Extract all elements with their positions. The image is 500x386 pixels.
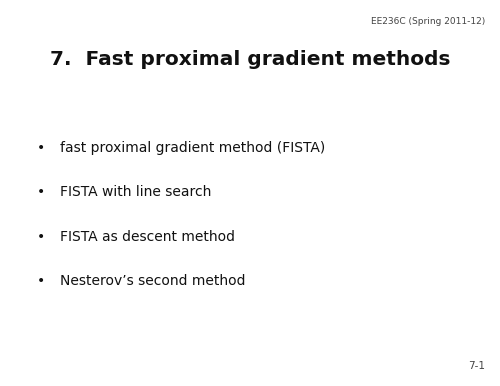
- Text: fast proximal gradient method (FISTA): fast proximal gradient method (FISTA): [60, 141, 325, 155]
- Text: Nesterov’s second method: Nesterov’s second method: [60, 274, 246, 288]
- Text: 7.  Fast proximal gradient methods: 7. Fast proximal gradient methods: [50, 50, 450, 69]
- Text: •: •: [37, 141, 45, 155]
- Text: •: •: [37, 274, 45, 288]
- Text: •: •: [37, 185, 45, 199]
- Text: EE236C (Spring 2011-12): EE236C (Spring 2011-12): [371, 17, 485, 26]
- Text: •: •: [37, 230, 45, 244]
- Text: FISTA with line search: FISTA with line search: [60, 185, 212, 199]
- Text: FISTA as descent method: FISTA as descent method: [60, 230, 235, 244]
- Text: 7-1: 7-1: [468, 361, 485, 371]
